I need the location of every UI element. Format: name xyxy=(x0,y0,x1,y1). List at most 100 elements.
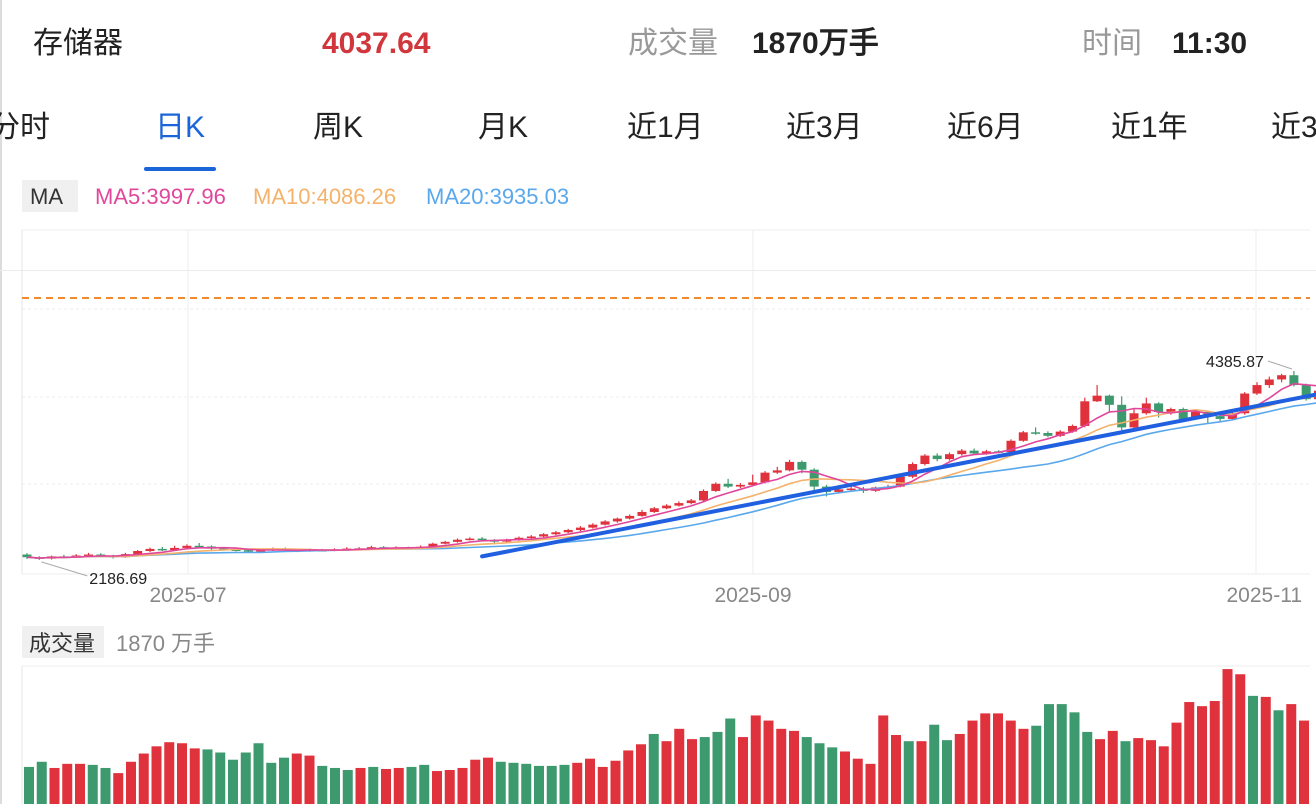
current-price: 4037.64 xyxy=(322,27,431,60)
volume-bar xyxy=(189,748,200,804)
volume-bar xyxy=(483,757,493,804)
volume-bar xyxy=(648,733,659,804)
candle-body xyxy=(182,545,192,548)
volume-bar xyxy=(712,731,723,804)
volume-bar xyxy=(1056,704,1067,804)
volume-bar xyxy=(330,767,340,804)
volume-bar xyxy=(610,760,621,804)
candle-body xyxy=(834,489,844,492)
volume-bar xyxy=(1158,746,1169,804)
candle-body xyxy=(1080,401,1090,426)
volume-bar xyxy=(87,764,98,804)
volume-bar xyxy=(623,750,634,804)
volume-bar xyxy=(942,740,952,804)
volume-bar xyxy=(151,746,162,804)
low-annotation-label: 2186.69 xyxy=(89,571,147,588)
volume-bar xyxy=(1299,720,1309,804)
volume-bar xyxy=(801,737,812,804)
low-annotation-leader xyxy=(41,561,88,577)
ma20-legend: MA20:3935.03 xyxy=(426,184,569,209)
volume-bar xyxy=(546,765,557,804)
candle-body xyxy=(785,461,795,471)
candle-body xyxy=(932,455,942,460)
ma20-line xyxy=(26,402,1316,559)
volume-bar xyxy=(495,761,506,804)
candle-body xyxy=(1006,440,1016,453)
volume-bar xyxy=(661,741,672,804)
tab-3-month[interactable]: 近3月 xyxy=(786,111,863,144)
volume-bar xyxy=(674,728,685,804)
candle-body xyxy=(256,550,266,552)
candle-body xyxy=(1215,416,1225,419)
candle-body xyxy=(133,551,143,555)
candle-body xyxy=(1018,432,1028,441)
candle-body xyxy=(1055,431,1065,436)
x-axis: 2025-07 2025-09 2025-11 xyxy=(149,584,1302,607)
volume-bar xyxy=(177,743,187,804)
tab-weekly-k[interactable]: 周K xyxy=(313,111,364,144)
volume-bar xyxy=(1209,701,1220,804)
volume-bar xyxy=(266,762,277,804)
volume-bar xyxy=(1273,710,1284,804)
price-annotations: 4385.87 2186.69 xyxy=(41,354,1293,588)
volume-bar xyxy=(954,733,965,804)
volume-bar xyxy=(1107,730,1118,804)
tab-6-month[interactable]: 近6月 xyxy=(947,111,1024,144)
volume-bar xyxy=(585,758,595,804)
tab-intraday[interactable]: 分时 xyxy=(0,111,50,144)
x-tick-label: 2025-07 xyxy=(149,584,226,607)
volume-bar xyxy=(419,764,430,804)
candle-body xyxy=(772,470,782,473)
volume-bar xyxy=(967,720,978,804)
tab-1-month[interactable]: 近1月 xyxy=(627,111,704,144)
volume-bar xyxy=(636,744,646,804)
tab-monthly-k[interactable]: 月K xyxy=(478,111,529,144)
volume-grid xyxy=(21,665,1310,804)
volume-bar xyxy=(62,763,73,804)
candle-body xyxy=(809,469,819,487)
candle-body xyxy=(908,464,918,477)
volume-bar xyxy=(1044,704,1054,804)
volume-bar xyxy=(113,773,124,804)
volume-bar xyxy=(1095,739,1105,804)
high-annotation-leader xyxy=(1267,360,1293,370)
volume-bar xyxy=(1069,712,1080,804)
tab-3-year[interactable]: 近3 xyxy=(1271,111,1316,144)
volume-bar xyxy=(381,768,391,804)
candle-body xyxy=(453,539,462,542)
volume-bar xyxy=(865,763,876,804)
volume-bar xyxy=(814,743,825,804)
candle-body xyxy=(625,515,635,519)
volume-bar xyxy=(368,766,379,804)
candle-body xyxy=(1092,395,1102,402)
tab-1-year[interactable]: 近1年 xyxy=(1111,111,1188,144)
volume-bar xyxy=(355,767,366,804)
stock-name: 存储器 xyxy=(33,27,123,60)
volume-bars xyxy=(24,669,1309,804)
time-value: 11:30 xyxy=(1172,27,1248,60)
candle-body xyxy=(1154,403,1164,412)
volume-bar xyxy=(304,755,315,804)
candle-body xyxy=(1277,375,1287,380)
volume-bar xyxy=(1031,725,1042,804)
candle-body xyxy=(969,450,979,454)
candle-body xyxy=(612,518,622,522)
volume-bar xyxy=(1005,720,1016,804)
volume-bar xyxy=(317,765,328,804)
volume-bar xyxy=(725,718,736,804)
ma5-legend: MA5:3997.96 xyxy=(95,184,226,209)
volume-bar xyxy=(980,713,991,804)
volume-bar xyxy=(100,767,111,804)
volume-bar xyxy=(827,747,838,804)
candle-body xyxy=(157,548,167,551)
volume-bar xyxy=(1082,731,1093,804)
candle-body xyxy=(526,536,536,538)
tab-daily-k[interactable]: 日K xyxy=(155,111,206,144)
candle-body xyxy=(600,521,610,525)
volume-bar xyxy=(559,764,570,804)
active-tab-indicator xyxy=(144,167,216,171)
tabs-divider xyxy=(0,270,1316,271)
volume-legend-label: 成交量 xyxy=(29,631,95,656)
volume-bar xyxy=(789,730,799,804)
